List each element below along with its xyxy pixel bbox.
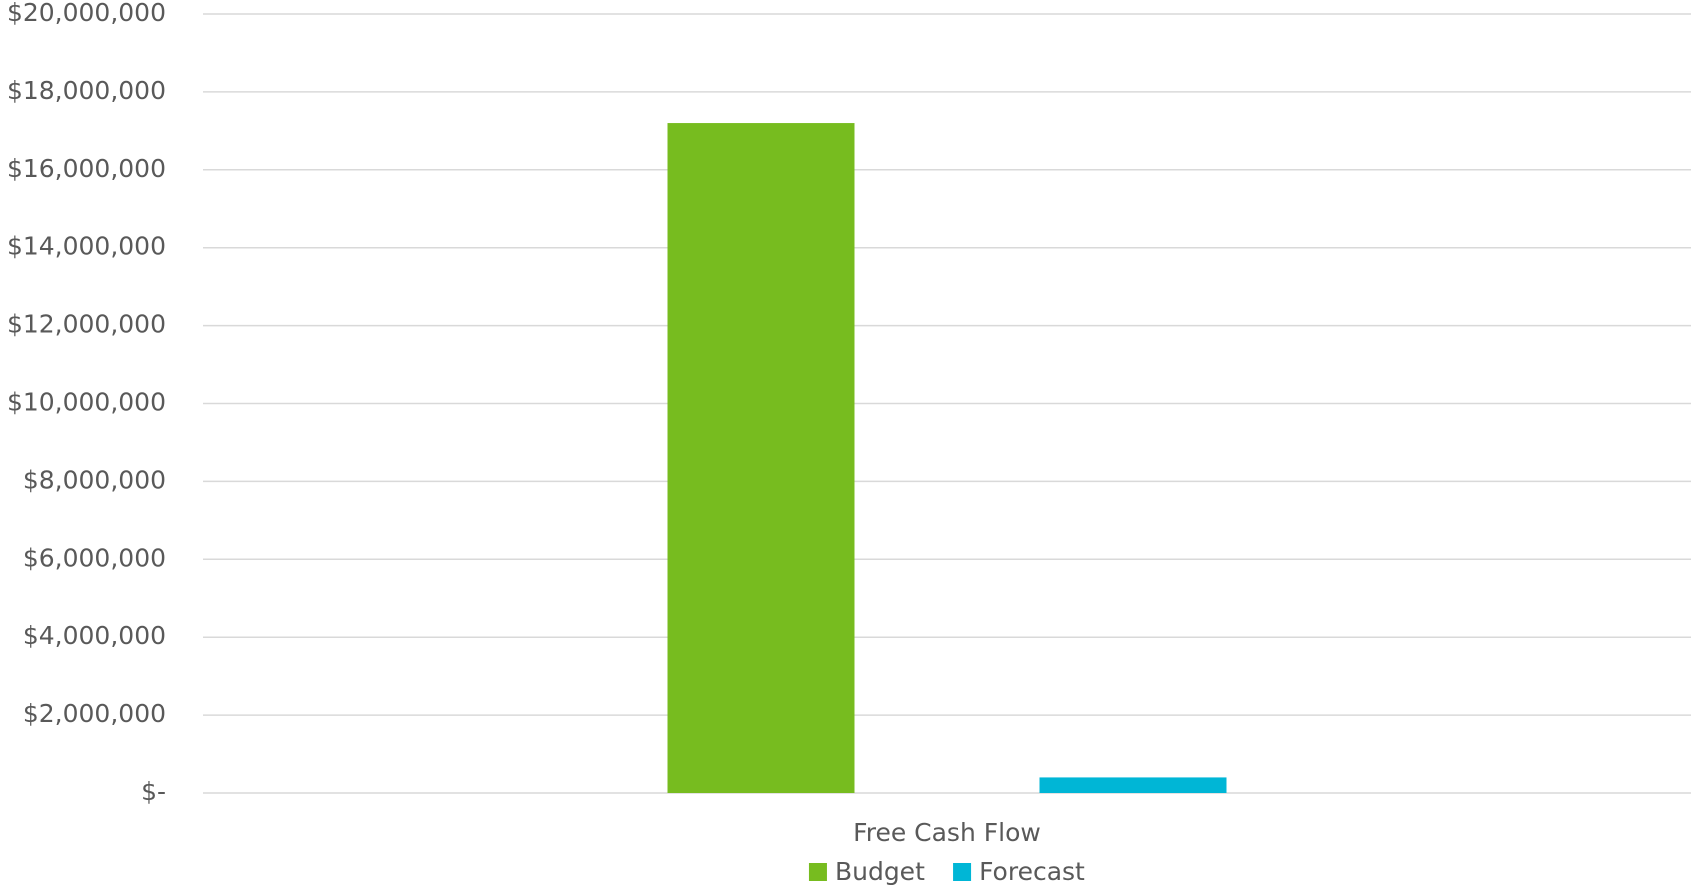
legend-label: Budget (835, 857, 925, 886)
y-tick-label: $6,000,000 (23, 543, 166, 572)
bar (667, 123, 855, 793)
x-tick-label: Free Cash Flow (853, 818, 1041, 847)
legend-item: Forecast (953, 857, 1085, 886)
y-tick-label: $14,000,000 (7, 232, 166, 261)
legend-swatch (953, 863, 972, 881)
y-tick-label: $20,000,000 (7, 0, 166, 27)
y-tick-label: $12,000,000 (7, 310, 166, 339)
y-tick-label: $16,000,000 (7, 154, 166, 183)
legend-swatch (808, 863, 827, 881)
legend-item: Budget (808, 857, 925, 886)
bar (1039, 777, 1227, 793)
y-tick-label: $10,000,000 (7, 388, 166, 417)
legend-label: Forecast (979, 857, 1085, 886)
y-tick-label: $2,000,000 (23, 699, 166, 728)
y-tick-label: $18,000,000 (7, 76, 166, 105)
y-tick-label: $4,000,000 (23, 621, 166, 650)
y-tick-label: $- (141, 777, 166, 806)
y-tick-label: $8,000,000 (23, 465, 166, 494)
